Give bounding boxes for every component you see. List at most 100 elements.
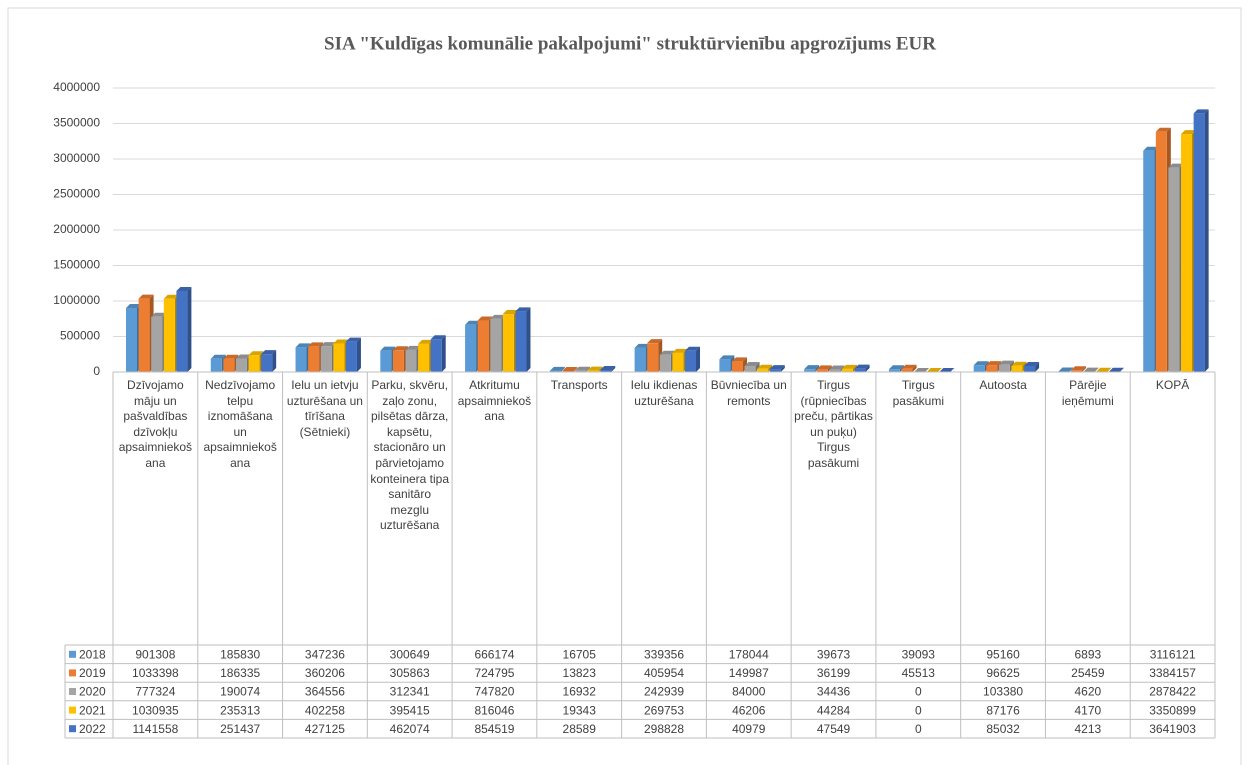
bar-side [586,366,591,372]
bar [757,368,769,372]
bar [430,339,442,372]
table-cell: 39093 [902,647,936,661]
bar-top [575,366,591,371]
table-cell: 178044 [729,647,769,661]
bar [1155,131,1167,372]
bar [418,343,430,372]
bar [600,369,612,372]
legend-label: 2018 [79,647,106,661]
table-cell: 666174 [474,647,514,661]
bar [465,324,477,372]
bar-top [841,364,857,369]
bar [1024,365,1036,372]
bar-top [210,354,226,359]
legend-key [69,669,76,677]
legend-key [69,706,76,714]
legend-label: 2022 [79,722,106,736]
table-cell: 242939 [644,685,684,699]
bar-top [562,367,578,372]
table-cell: 0 [915,685,922,699]
bar [731,361,743,372]
bar-top [731,357,747,362]
table-cell: 16705 [563,647,597,661]
bar-top [647,339,663,344]
bar-side [865,364,870,372]
table-cell: 46206 [732,703,766,717]
bar [549,370,561,372]
bar-top [380,346,396,351]
x-tick-label: Transports [550,378,608,392]
bar-top [295,343,311,348]
bar-top [816,365,832,370]
table-cell: 339356 [644,647,684,661]
table-cell: 305863 [390,666,430,680]
x-tick-label: Pārējie ieņēmumi [1061,378,1114,408]
table-cell: 25459 [1071,666,1105,680]
bar [333,343,345,372]
bar [210,358,222,372]
table-cell: 3350899 [1149,703,1196,717]
table-cell: 347236 [305,647,345,661]
legend-key [69,725,76,733]
chart-border [7,7,1242,765]
bar-top [998,360,1014,365]
bar [163,298,175,372]
bar-top [223,354,239,359]
bar [816,369,828,372]
bar [1011,365,1023,372]
bar-top [1181,130,1197,135]
table-cell: 47549 [817,722,851,736]
table-cell: 190074 [220,685,260,699]
table-cell: 40979 [732,722,766,736]
bar [248,355,260,372]
bar-top [308,342,324,347]
bar [126,308,137,372]
y-tick-label: 4000000 [53,80,100,94]
bar-top [1011,361,1027,366]
bar [490,318,502,372]
bar [320,346,332,372]
bar-side [526,307,531,372]
table-cell: 747820 [474,685,514,699]
table-cell: 34436 [817,685,851,699]
bar-top [829,365,845,370]
bar [1071,370,1083,372]
table-cell: 3384157 [1149,666,1196,680]
bar-top [804,365,820,370]
table-cell: 13823 [563,666,597,680]
y-tick-label: 0 [93,364,100,378]
bar-top [973,361,989,366]
bar [986,365,998,372]
bar-side [441,335,446,372]
bar-top [986,361,1002,366]
table-cell: 816046 [474,703,514,717]
table-cell: 251437 [220,722,260,736]
bar-top [477,316,493,321]
bar-side [815,365,820,372]
table-cell: 298828 [644,722,684,736]
x-tick-label: Dzīvojamo māju un pašvaldības dzīvokļu a… [118,378,193,470]
bar [176,290,188,372]
bar-side [827,365,832,372]
bar-side [696,346,701,372]
bar-side [598,366,603,372]
table-cell: 2878422 [1149,685,1196,699]
bar-side [1069,367,1074,372]
bar-top [320,342,336,347]
bar-top [126,304,141,309]
y-tick-label: 3000000 [53,151,100,165]
x-tick-label: Autoosta [979,378,1027,392]
table-cell: 36199 [817,666,851,680]
bar-top [1155,127,1171,132]
x-tick-label: Tirgus pasākumi [892,378,944,408]
bar-side [755,362,760,372]
bar-side [1204,109,1209,372]
bar [634,347,646,372]
table-cell: 19343 [563,703,597,717]
bar [261,354,273,372]
bar-top [1024,361,1040,366]
table-cell: 28589 [563,722,597,736]
legend-label: 2021 [79,703,106,717]
bar-side [187,286,192,372]
